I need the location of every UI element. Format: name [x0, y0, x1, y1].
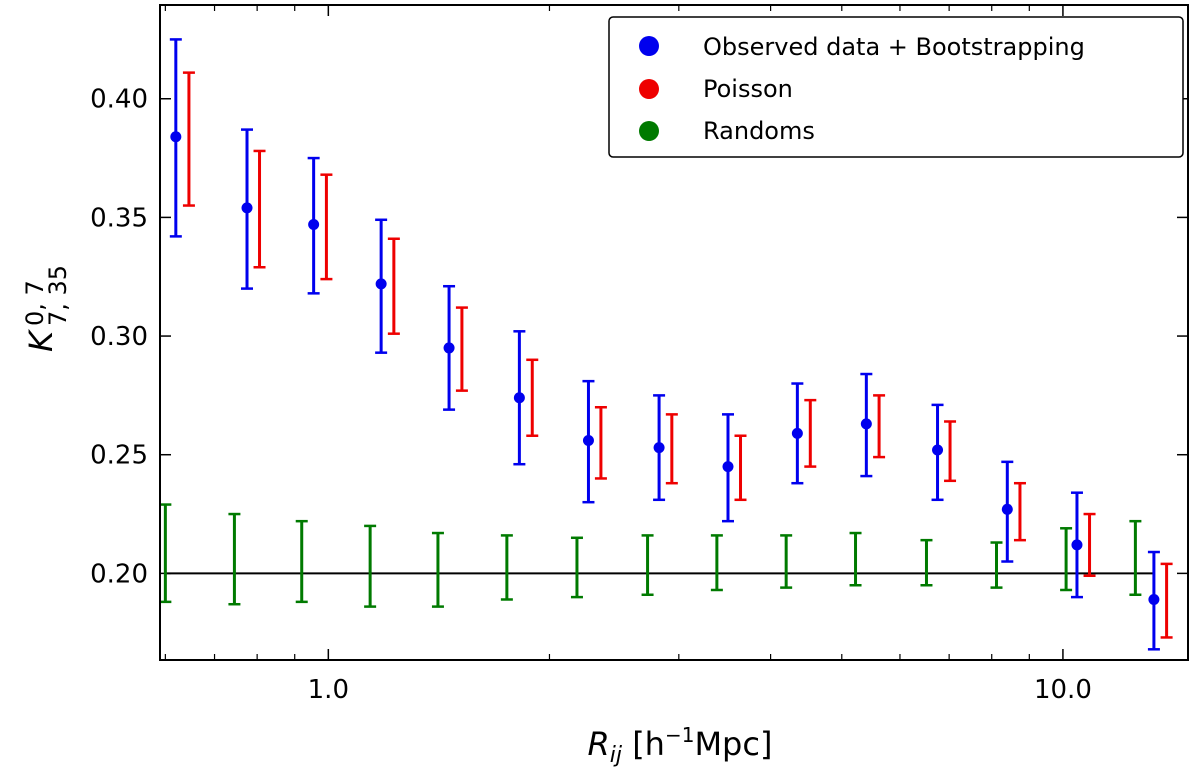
poisson-errorbar	[1160, 562, 1173, 639]
observed-data-bootstrapping-errorbar	[375, 218, 388, 354]
legend: Observed data + Bootstrapping Poisson Ra…	[608, 16, 1184, 158]
observed-data-bootstrapping-point	[1001, 503, 1013, 515]
observed-data-bootstrapping-errorbar	[169, 38, 182, 238]
randoms-errorbar	[159, 503, 172, 604]
y-label-main: K	[22, 328, 60, 352]
observed-data-bootstrapping-point	[932, 444, 944, 456]
poisson-errorbar	[944, 420, 957, 483]
observed-data-bootstrapping-point	[791, 427, 803, 439]
randoms-errorbar	[570, 536, 583, 599]
x-label-sub: ij	[610, 743, 623, 768]
x-tick-label: 1.0	[308, 675, 349, 705]
x-label-main: R	[588, 725, 610, 763]
y-tick-label: 0.30	[90, 322, 148, 352]
legend-marker-observed	[639, 36, 659, 56]
y-tick-label: 0.20	[90, 559, 148, 589]
observed-data-bootstrapping-point	[860, 418, 872, 430]
observed-data-bootstrapping-errorbar	[513, 330, 526, 466]
poisson-errorbar	[387, 237, 400, 335]
x-label-sup: −1	[665, 723, 694, 747]
observed-data-bootstrapping-point	[1148, 593, 1160, 605]
observed-data-bootstrapping-point	[308, 219, 320, 231]
poisson-errorbar	[665, 413, 678, 485]
legend-label-randoms: Randoms	[703, 117, 815, 145]
observed-data-bootstrapping-errorbar	[443, 284, 456, 411]
poisson-errorbar	[873, 394, 886, 459]
series-layer	[159, 38, 1173, 651]
ticks-layer: 1.0 10.0 0.20 0.25 0.30 0.35 0.40	[90, 5, 1188, 705]
observed-data-bootstrapping-point	[241, 202, 253, 214]
observed-data-bootstrapping-errorbar	[582, 379, 595, 504]
legend-box	[608, 16, 1184, 158]
observed-data-bootstrapping-point	[722, 461, 734, 473]
randoms-errorbar	[780, 534, 793, 589]
randoms-errorbar	[990, 541, 1003, 589]
poisson-errorbar	[734, 434, 747, 502]
poisson-errorbar	[1013, 481, 1026, 542]
y-axis-label: K 0, 7 7, 35	[21, 265, 72, 352]
poisson-errorbar	[526, 358, 539, 437]
observed-data-bootstrapping-errorbar	[1001, 460, 1014, 563]
randoms-errorbar	[1060, 527, 1073, 592]
observed-data-bootstrapping-point	[1071, 539, 1083, 551]
y-label-sup: 0, 7	[21, 280, 49, 326]
y-label-sub: 7, 35	[44, 265, 72, 326]
observed-data-bootstrapping-point	[513, 392, 525, 404]
legend-marker-poisson	[639, 79, 659, 99]
y-tick-label: 0.35	[90, 203, 148, 233]
legend-label-observed: Observed data + Bootstrapping	[703, 33, 1085, 61]
poisson-errorbar	[253, 149, 266, 269]
observed-data-bootstrapping-point	[375, 278, 387, 290]
x-label-rest: [h	[622, 725, 665, 763]
randoms-errorbar	[920, 538, 933, 587]
legend-label-poisson: Poisson	[703, 75, 793, 103]
observed-data-bootstrapping-errorbar	[653, 394, 666, 502]
y-tick-label: 0.40	[90, 85, 148, 115]
y-tick-label: 0.25	[90, 441, 148, 471]
randoms-errorbar	[1129, 519, 1142, 596]
poisson-errorbar	[1083, 512, 1096, 578]
randoms-errorbar	[364, 524, 377, 608]
observed-data-bootstrapping-errorbar	[722, 413, 735, 523]
observed-data-bootstrapping-errorbar	[931, 403, 944, 502]
poisson-errorbar	[804, 398, 817, 468]
x-axis-label: Rij [h−1Mpc]	[588, 723, 773, 768]
observed-data-bootstrapping-errorbar	[791, 382, 804, 485]
legend-marker-randoms	[639, 121, 659, 141]
randoms-errorbar	[295, 519, 308, 604]
randoms-errorbar	[228, 512, 241, 606]
plot-frame	[159, 4, 1189, 661]
observed-data-bootstrapping-point	[170, 131, 182, 143]
poisson-errorbar	[455, 306, 468, 392]
observed-data-bootstrapping-errorbar	[241, 128, 254, 290]
poisson-errorbar	[320, 173, 333, 281]
randoms-errorbar	[500, 534, 513, 601]
randoms-errorbar	[431, 531, 444, 608]
randoms-errorbar	[710, 534, 723, 592]
observed-data-bootstrapping-errorbar	[307, 156, 320, 295]
observed-data-bootstrapping-point	[582, 434, 594, 446]
poisson-errorbar	[594, 406, 607, 480]
x-label-unit: Mpc]	[694, 725, 772, 763]
observed-data-bootstrapping-errorbar	[1070, 491, 1083, 599]
poisson-errorbar	[182, 71, 195, 207]
randoms-errorbar	[849, 531, 862, 587]
x-tick-label: 10.0	[1034, 675, 1092, 705]
observed-data-bootstrapping-errorbar	[860, 372, 873, 478]
observed-data-bootstrapping-errorbar	[1147, 550, 1160, 651]
observed-data-bootstrapping-point	[443, 342, 455, 354]
observed-data-bootstrapping-point	[653, 442, 665, 454]
randoms-errorbar	[641, 534, 654, 596]
